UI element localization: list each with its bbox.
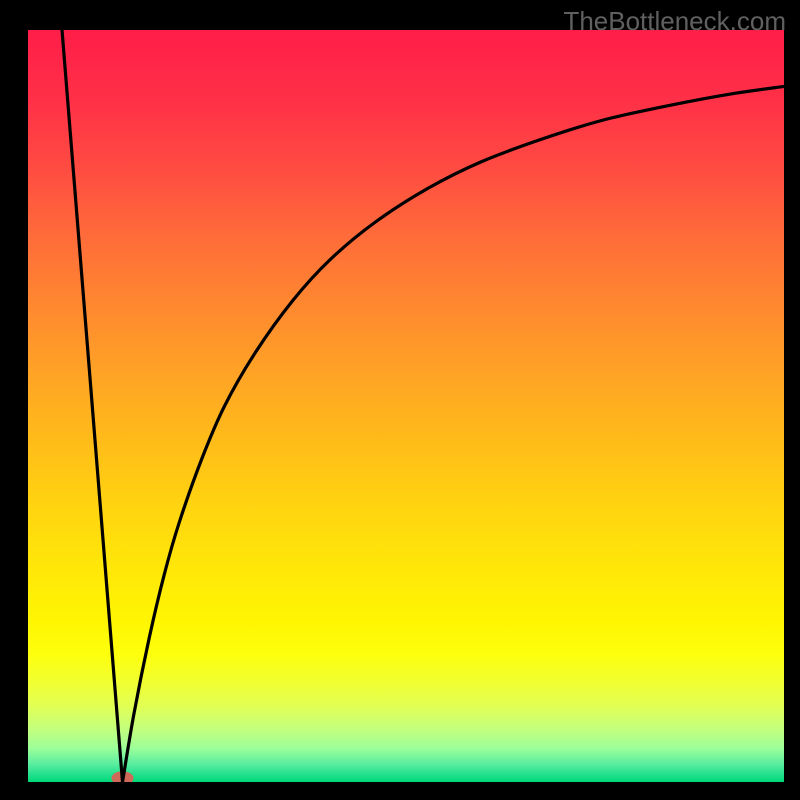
watermark-text: TheBottleneck.com — [563, 6, 786, 37]
chart-svg — [28, 30, 784, 782]
chart-container: TheBottleneck.com — [0, 0, 800, 800]
plot-area — [28, 30, 784, 782]
